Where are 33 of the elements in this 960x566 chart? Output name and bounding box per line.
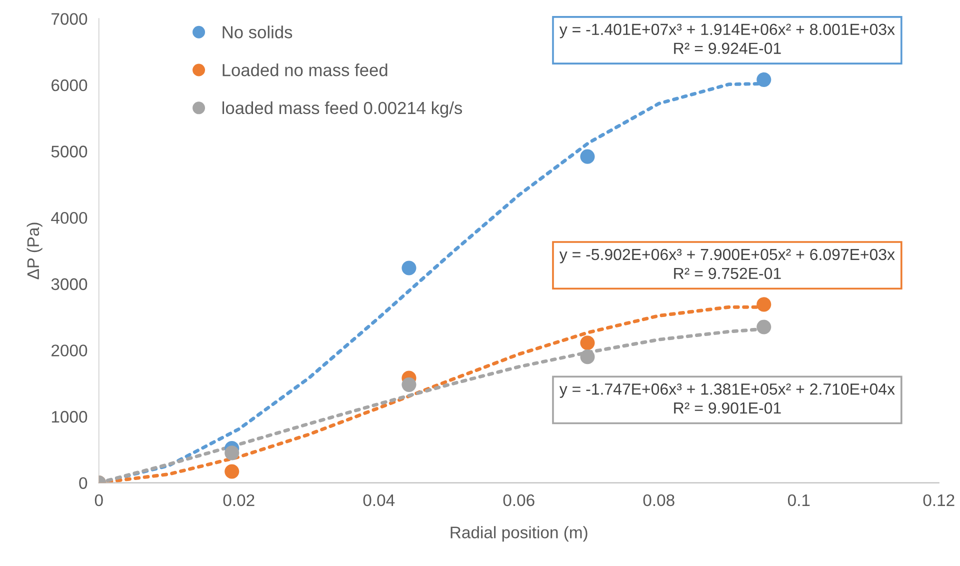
annotation: y = -1.747E+06x³ + 1.381E+05x² + 2.710E+04x R² = 9.901E-01	[559, 383, 895, 414]
x-tick-label: 0.04	[363, 494, 395, 506]
y-tick-label: 1000	[52, 410, 88, 423]
y-tick-label: 5000	[51, 146, 88, 158]
y-tick-label: 3000	[51, 278, 88, 290]
point	[224, 446, 240, 460]
point	[580, 336, 595, 350]
legend-label: No solids	[222, 26, 292, 38]
point	[756, 72, 772, 87]
y-axis-title: ΔP (Pa)	[26, 222, 42, 280]
x-tick-label: 0.02	[223, 494, 254, 506]
legend-label: loaded mass feed 0.00214 kg/s	[222, 101, 462, 118]
y-tick-label: 2000	[52, 344, 88, 356]
x-tick-label: 0.12	[923, 494, 954, 506]
point	[756, 297, 772, 312]
x-tick-label: 0.08	[643, 494, 674, 506]
y-tick-label: 0	[79, 477, 88, 489]
point	[402, 260, 416, 276]
annotation: y = -5.902E+06x³ + 7.900E+05x² + 6.097E+03x R² = 9.752E-01	[559, 248, 895, 280]
point	[580, 350, 595, 364]
legend-label: Loaded no mass feed	[222, 64, 388, 76]
point	[756, 320, 772, 334]
point	[402, 377, 416, 392]
annotation: y = -1.401E+07x³ + 1.914E+06x² + 8.001E+03x R² = 9.924E-01	[559, 24, 895, 54]
x-tick-label: 0.06	[503, 494, 534, 506]
point	[580, 149, 595, 164]
x-axis-title: Radial position (m)	[450, 526, 588, 542]
y-tick-label: 6000	[52, 79, 88, 92]
point	[224, 464, 240, 479]
y-tick-label: 7000	[52, 13, 88, 25]
y-tick-label: 4000	[51, 212, 88, 224]
x-tick-label: 0.1	[788, 494, 810, 506]
x-tick-label: 0	[94, 494, 103, 506]
